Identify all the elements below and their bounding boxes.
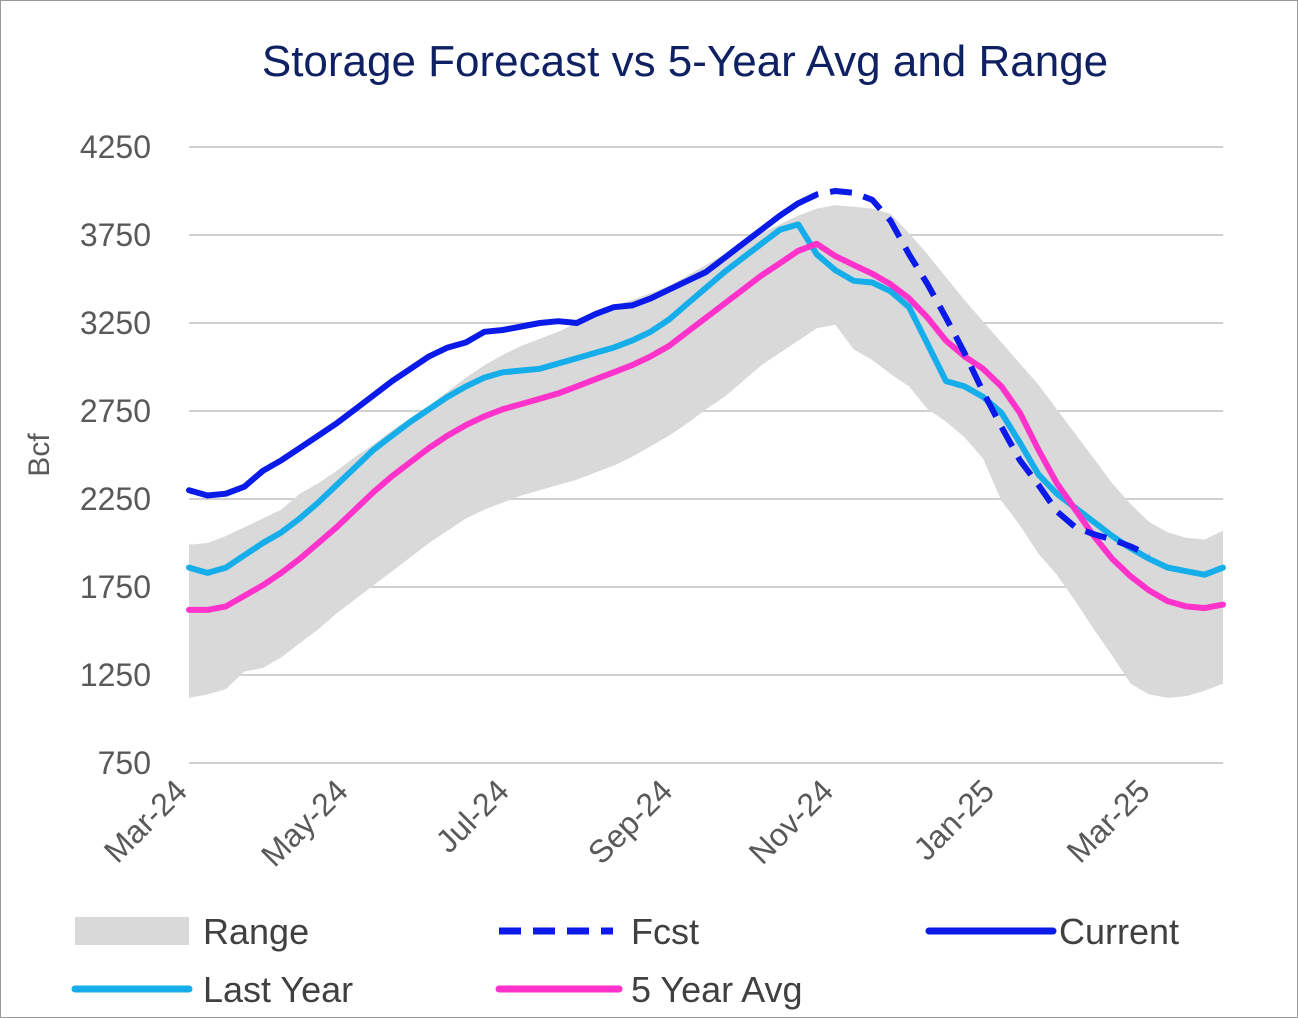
- legend-swatch-range: [75, 917, 189, 945]
- series-fcst: [797, 188, 1151, 559]
- y-tick-label: 3750: [80, 217, 151, 253]
- x-tick-label: Sep-24: [581, 772, 679, 870]
- y-tick-label: 3250: [80, 305, 151, 341]
- x-tick-label: Jul-24: [429, 772, 516, 859]
- y-tick-label: 2250: [80, 481, 151, 517]
- legend-label-last-year: Last Year: [203, 969, 353, 1010]
- series-last-year: [186, 221, 1226, 578]
- x-tick-label: Mar-24: [97, 772, 194, 869]
- y-tick-label: 2750: [80, 393, 151, 429]
- legend-label-range: Range: [203, 911, 309, 952]
- x-tick-label: Nov-24: [742, 772, 840, 870]
- legend-label-5-year-avg: 5 Year Avg: [631, 969, 803, 1010]
- range-band: [189, 205, 1223, 698]
- y-tick-label: 1250: [80, 657, 151, 693]
- legend-label-fcst: Fcst: [631, 911, 699, 952]
- chart-title: Storage Forecast vs 5-Year Avg and Range: [261, 37, 1109, 86]
- series-5-year-avg: [186, 240, 1226, 613]
- legend-label-current: Current: [1059, 911, 1179, 952]
- y-tick-label: 4250: [80, 129, 151, 165]
- series-current: [186, 200, 802, 499]
- x-tick-label: Mar-25: [1060, 772, 1157, 869]
- y-tick-label: 1750: [80, 569, 151, 605]
- y-axis-label: Bcf: [23, 433, 56, 477]
- x-tick-label: Jan-25: [906, 772, 1001, 867]
- y-tick-label: 750: [98, 745, 151, 781]
- x-tick-label: May-24: [254, 772, 355, 873]
